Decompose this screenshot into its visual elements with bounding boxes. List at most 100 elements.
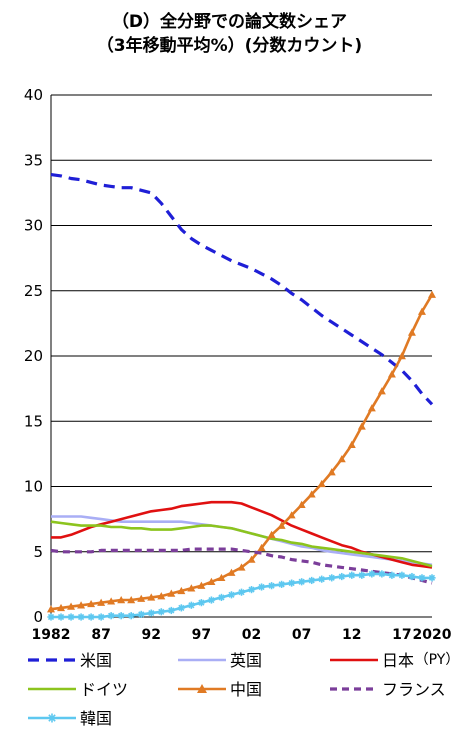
series-7-point: [338, 572, 346, 581]
series-7-point: [358, 571, 366, 579]
series-5-point: [127, 596, 136, 604]
series-7-point: [197, 599, 205, 607]
series-7-point: [378, 570, 386, 578]
series-5-point: [337, 455, 346, 463]
series-5-point: [277, 521, 286, 529]
series-7-point: [328, 574, 336, 582]
series-7-point: [187, 601, 195, 609]
series-5-point: [287, 511, 296, 519]
series-7-point: [107, 612, 115, 620]
series-7-point: [177, 604, 185, 612]
x-tick-label: 97: [192, 627, 211, 643]
y-tick-label: 35: [24, 151, 43, 169]
series-7-point: [67, 613, 75, 621]
series-7-point: [257, 583, 266, 591]
series-5-point: [347, 440, 356, 448]
series-5-point: [387, 370, 396, 378]
series-5-point: [87, 599, 96, 608]
y-tick-label: 5: [33, 543, 43, 561]
series-5-point: [397, 352, 406, 360]
series-7-point: [137, 610, 145, 618]
series-7-point: [288, 579, 296, 587]
y-tick-label: 15: [24, 412, 43, 430]
x-tick-label: 92: [142, 627, 161, 643]
series-7-point: [237, 588, 246, 596]
series-7-point: [318, 575, 326, 583]
series-5-point: [47, 605, 55, 613]
series-7-point: [227, 591, 236, 599]
y-tick-label: 0: [33, 608, 43, 626]
legend-label-2: 英国: [230, 651, 262, 670]
x-tick-label: 87: [91, 627, 110, 643]
series-5-point: [57, 603, 66, 612]
series-5-point: [247, 555, 256, 563]
y-tick-label: 40: [24, 86, 43, 104]
series-7-point: [247, 585, 256, 594]
series-5-point: [217, 573, 226, 582]
legend-label-4: ドイツ: [80, 680, 128, 699]
series-5-point: [307, 490, 316, 498]
series-5-point: [147, 593, 156, 601]
x-tick-label: 12: [342, 627, 361, 643]
series-7-point: [117, 612, 125, 620]
series-5-point: [67, 602, 76, 610]
series-7-point: [388, 571, 396, 579]
series-7-point: [147, 609, 155, 617]
x-unit-label: （PY）: [415, 652, 459, 668]
legend-label-3: 日本: [382, 651, 414, 670]
series-7-point: [157, 608, 165, 616]
y-tick-label: 20: [24, 347, 43, 365]
series-5-point: [357, 422, 366, 430]
series-5-point: [107, 597, 116, 605]
series-line-6: [50, 547, 433, 585]
series-5-point: [197, 581, 206, 589]
series-5-point: [407, 328, 416, 336]
series-5-point: [428, 290, 436, 298]
series-5-point: [227, 568, 236, 576]
y-tick-label: 30: [24, 217, 43, 235]
series-5-point: [157, 592, 166, 600]
series-7-point: [87, 613, 95, 621]
legend-marker-7: [47, 713, 57, 723]
series-5-point: [177, 586, 186, 595]
series-7-point: [308, 576, 316, 585]
series-7-point: [47, 613, 55, 621]
series-7-point: [97, 613, 105, 621]
series-7-point: [298, 578, 306, 586]
series-5-point: [97, 598, 106, 606]
series-7-point: [57, 613, 65, 621]
series-7-point: [207, 596, 216, 604]
series-7-point: [278, 580, 286, 588]
series-5-point: [367, 404, 376, 412]
series-7-point: [428, 574, 436, 582]
series-5-point: [77, 601, 86, 609]
series-7-point: [348, 571, 356, 579]
series-7-point: [167, 606, 175, 615]
series-7-point: [368, 570, 376, 578]
y-tick-label: 25: [24, 282, 43, 300]
series-5-point: [267, 530, 276, 538]
legend-marker-5: [197, 684, 207, 693]
series-7-point: [267, 582, 276, 590]
legend-label-1: 米国: [80, 651, 112, 670]
x-tick-label: 1982: [32, 627, 71, 643]
legend-label-7: 韓国: [80, 709, 112, 728]
series-5-point: [167, 589, 176, 597]
series-5-point: [317, 479, 326, 488]
series-line-5: [50, 294, 434, 611]
series-5-point: [237, 563, 246, 571]
series-5-point: [417, 307, 426, 315]
series-5-point: [207, 577, 216, 585]
series-5-point: [327, 468, 336, 476]
chart-title-line-1: （D）全分野での論文数シェア: [111, 12, 348, 32]
y-tick-label: 10: [24, 478, 43, 496]
series-5-point: [297, 500, 306, 508]
legend-label-5: 中国: [230, 680, 262, 699]
x-tick-label: 07: [292, 627, 311, 643]
series-line-1: [50, 173, 434, 406]
series-5-point: [187, 584, 196, 592]
series-7-point: [217, 593, 226, 602]
legend-label-6: フランス: [382, 680, 446, 699]
chart-title-line-2: （3年移動平均%）(分数カウント): [96, 36, 363, 56]
